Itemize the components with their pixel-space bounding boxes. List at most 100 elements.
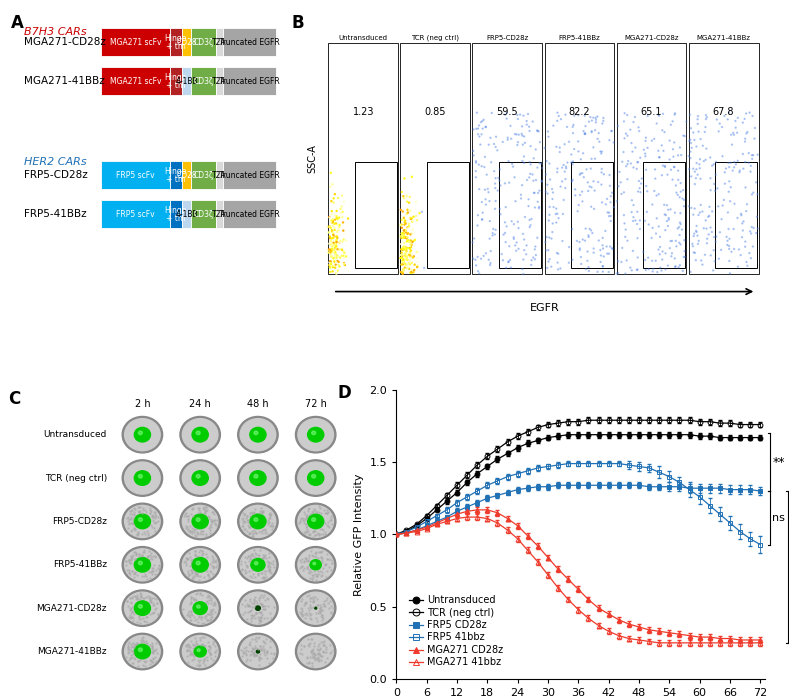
- Point: [329, 250, 342, 261]
- Point: [313, 655, 326, 666]
- Point: [497, 229, 510, 240]
- Point: [245, 565, 258, 576]
- Point: [621, 159, 634, 170]
- Point: [264, 647, 277, 658]
- Point: [149, 565, 162, 576]
- Point: [140, 636, 152, 647]
- Point: [577, 148, 589, 159]
- Point: [209, 641, 222, 652]
- Point: [244, 528, 256, 539]
- Point: [715, 244, 727, 256]
- Point: [193, 505, 205, 516]
- Point: [152, 561, 165, 572]
- Point: [193, 546, 205, 557]
- Point: [596, 243, 609, 254]
- Point: [262, 561, 275, 573]
- Point: [338, 258, 350, 269]
- Point: [250, 607, 263, 618]
- Point: [189, 549, 201, 560]
- Point: [684, 146, 697, 158]
- Point: [541, 188, 554, 199]
- Point: [184, 614, 196, 625]
- Point: [135, 636, 148, 648]
- Point: [311, 594, 323, 605]
- Point: [122, 647, 135, 658]
- Point: [394, 267, 407, 278]
- Point: [201, 654, 214, 665]
- Point: [325, 646, 338, 657]
- Point: [256, 549, 269, 560]
- Point: [672, 174, 685, 186]
- Point: [133, 507, 145, 518]
- Point: [294, 606, 307, 617]
- Text: MGA271-41BBz: MGA271-41BBz: [697, 36, 750, 41]
- Point: [187, 570, 200, 582]
- Point: [573, 237, 585, 248]
- Point: [574, 169, 586, 181]
- Circle shape: [237, 634, 279, 670]
- Point: [626, 206, 638, 218]
- Point: [241, 561, 253, 573]
- Point: [307, 525, 320, 536]
- Circle shape: [295, 634, 336, 670]
- Point: [691, 113, 704, 125]
- Point: [203, 594, 215, 606]
- Point: [332, 259, 345, 270]
- Point: [337, 234, 350, 245]
- Point: [140, 611, 153, 622]
- Point: [569, 184, 581, 195]
- Point: [608, 202, 620, 213]
- Point: [698, 126, 711, 137]
- Point: [401, 262, 413, 274]
- Point: [316, 646, 329, 657]
- Point: [592, 176, 604, 188]
- Point: [122, 601, 134, 612]
- Point: [404, 205, 417, 216]
- Point: [329, 262, 342, 273]
- Point: [144, 659, 157, 670]
- Point: [735, 232, 748, 243]
- Point: [149, 508, 162, 519]
- Point: [259, 601, 271, 612]
- Point: [185, 522, 198, 533]
- Point: [404, 248, 417, 260]
- Point: [316, 605, 328, 616]
- Point: [146, 566, 159, 577]
- Point: [294, 516, 307, 527]
- Point: [253, 659, 266, 671]
- Point: [208, 598, 221, 610]
- Point: [300, 597, 312, 608]
- Point: [321, 517, 334, 528]
- Point: [247, 643, 260, 654]
- Point: [670, 180, 682, 191]
- Point: [523, 156, 536, 167]
- Point: [192, 570, 204, 582]
- Point: [541, 179, 554, 190]
- Point: [136, 632, 148, 643]
- Point: [319, 528, 331, 540]
- Point: [327, 232, 339, 244]
- Point: [237, 515, 249, 526]
- Point: [750, 211, 763, 222]
- Point: [328, 218, 341, 230]
- Point: [122, 642, 134, 653]
- Circle shape: [254, 561, 258, 565]
- Point: [327, 232, 339, 244]
- Point: [308, 649, 321, 660]
- Point: [205, 597, 218, 608]
- Point: [724, 268, 736, 279]
- Point: [254, 505, 267, 517]
- Point: [304, 595, 316, 606]
- Point: [313, 608, 326, 619]
- Point: [529, 249, 542, 260]
- Point: [688, 228, 701, 239]
- Point: [567, 121, 579, 132]
- Point: [524, 220, 537, 231]
- Point: [330, 230, 342, 241]
- Point: [141, 550, 154, 561]
- Point: [329, 246, 342, 258]
- Point: [713, 118, 726, 130]
- Point: [307, 646, 320, 657]
- Point: [412, 256, 424, 267]
- Point: [395, 228, 408, 239]
